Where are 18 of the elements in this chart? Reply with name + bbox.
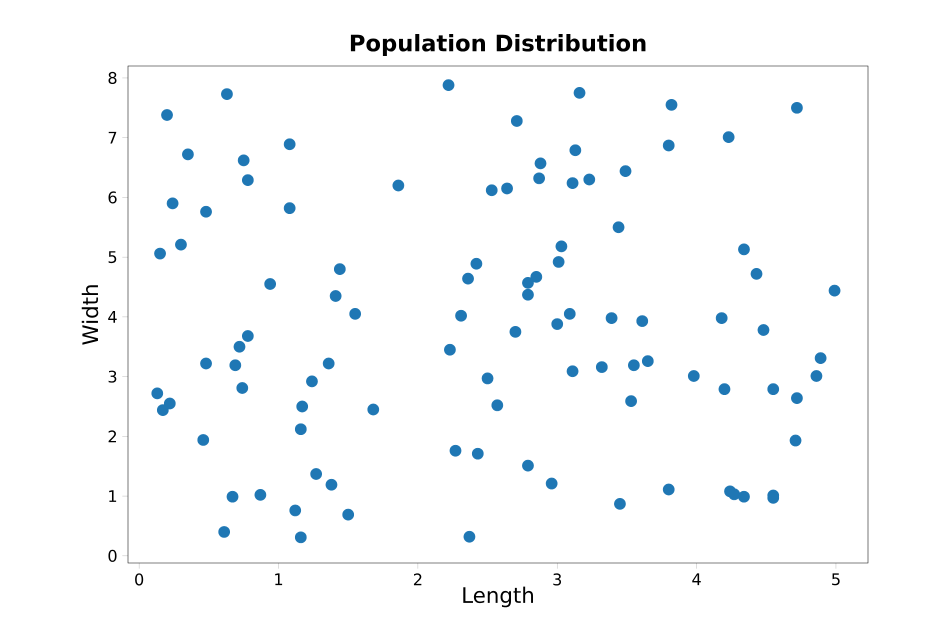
y-axis-title: Width	[82, 285, 98, 345]
x-axis-title: Length	[463, 586, 533, 608]
y-tick-label: 4	[108, 311, 117, 323]
y-tick-label: 7	[108, 132, 116, 144]
y-tick-label: 8	[108, 72, 116, 84]
y-tick-label: 3	[108, 370, 116, 383]
y-tick-label: 6	[108, 191, 117, 204]
x-tick-label: 5	[832, 573, 840, 586]
y-tick-label: 0	[108, 550, 117, 562]
chart-title: Population Distribution	[350, 34, 646, 56]
x-tick-label: 3	[553, 573, 562, 586]
x-tick-label: 0	[135, 573, 144, 586]
y-tick-label: 1	[109, 490, 116, 502]
x-tick-label: 4	[692, 573, 701, 586]
y-tick-label: 5	[108, 251, 116, 264]
y-tick-label: 2	[108, 430, 116, 442]
x-tick-label: 2	[414, 573, 422, 586]
x-tick-label: 1	[275, 573, 282, 586]
